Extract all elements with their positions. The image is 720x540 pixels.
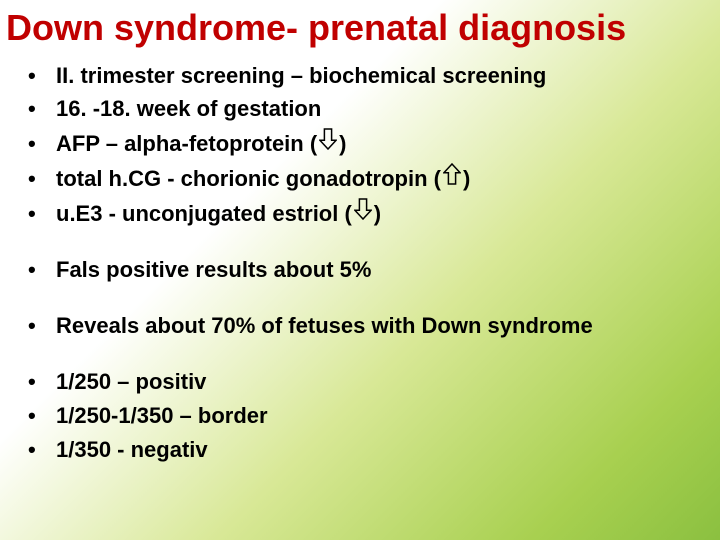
bullet-line: •Reveals about 70% of fetuses with Down … [28, 310, 720, 342]
bullet-marker: • [28, 366, 56, 398]
bullet-line: •AFP – alpha-fetoprotein ( ) [28, 127, 720, 160]
bullet-marker: • [28, 163, 56, 195]
bullet-line: •1/250 – positiv [28, 366, 720, 398]
bullet-line: •1/350 - negativ [28, 434, 720, 466]
bullet-text: u.E3 - unconjugated estriol ( ) [56, 197, 381, 230]
bullet-marker: • [28, 434, 56, 466]
bullet-line: •16. -18. week of gestation [28, 93, 720, 125]
text-pre: u.E3 - unconjugated estriol ( [56, 198, 352, 230]
text-post: ) [339, 128, 346, 160]
text-post: ) [374, 198, 381, 230]
bullet-marker: • [28, 310, 56, 342]
bullet-text: II. trimester screening – biochemical sc… [56, 60, 546, 92]
bullet-text: AFP – alpha-fetoprotein ( ) [56, 127, 347, 160]
bullet-text: 1/250-1/350 – border [56, 400, 268, 432]
bullet-text: 1/350 - negativ [56, 434, 208, 466]
arrow-down-icon [319, 127, 337, 160]
bullet-marker: • [28, 400, 56, 432]
text-pre: total h.CG - chorionic gonadotropin ( [56, 163, 441, 195]
bullet-text: total h.CG - chorionic gonadotropin ( ) [56, 162, 470, 195]
text-post: ) [463, 163, 470, 195]
bullet-group: •Reveals about 70% of fetuses with Down … [28, 310, 720, 342]
arrow-up-icon [443, 162, 461, 195]
slide-content: •II. trimester screening – biochemical s… [0, 60, 720, 466]
bullet-group: •Fals positive results about 5% [28, 254, 720, 286]
bullet-text: 16. -18. week of gestation [56, 93, 321, 125]
arrow-down-icon [354, 197, 372, 230]
bullet-marker: • [28, 60, 56, 92]
bullet-group: •II. trimester screening – biochemical s… [28, 60, 720, 230]
bullet-line: •Fals positive results about 5% [28, 254, 720, 286]
bullet-text: Reveals about 70% of fetuses with Down s… [56, 310, 593, 342]
bullet-marker: • [28, 128, 56, 160]
bullet-marker: • [28, 93, 56, 125]
bullet-line: •total h.CG - chorionic gonadotropin ( ) [28, 162, 720, 195]
bullet-text: 1/250 – positiv [56, 366, 206, 398]
bullet-group: •1/250 – positiv•1/250-1/350 – border•1/… [28, 366, 720, 466]
text-pre: AFP – alpha-fetoprotein ( [56, 128, 317, 160]
bullet-line: •II. trimester screening – biochemical s… [28, 60, 720, 92]
bullet-line: •u.E3 - unconjugated estriol ( ) [28, 197, 720, 230]
bullet-line: •1/250-1/350 – border [28, 400, 720, 432]
slide-title: Down syndrome- prenatal diagnosis [0, 0, 720, 60]
bullet-text: Fals positive results about 5% [56, 254, 371, 286]
bullet-marker: • [28, 198, 56, 230]
bullet-marker: • [28, 254, 56, 286]
